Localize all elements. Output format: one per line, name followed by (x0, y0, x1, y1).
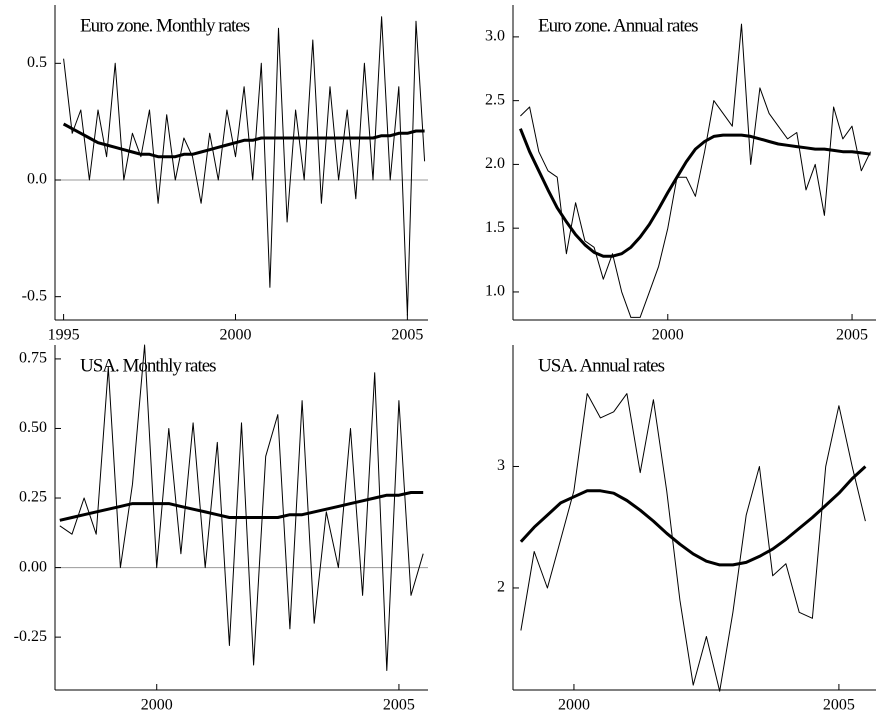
y-tick-label: 0.25 (19, 489, 47, 506)
y-tick-label: 0.00 (19, 558, 47, 575)
y-tick-label: 1.5 (485, 219, 505, 236)
x-tick-label: 2005 (391, 327, 423, 344)
panel-title: Euro zone. Monthly rates (80, 15, 250, 36)
y-tick-label: 0.0 (27, 171, 47, 188)
series-line (519, 465, 867, 567)
y-tick-label: -0.5 (22, 287, 47, 304)
x-tick-label: 2000 (652, 327, 684, 344)
panel-title: USA. Monthly rates (80, 355, 216, 376)
x-tick-label: 2005 (836, 327, 868, 344)
series-line (62, 122, 425, 159)
y-tick-label: -0.25 (14, 628, 47, 645)
x-tick-label: 2000 (141, 697, 173, 714)
series-line (520, 23, 871, 318)
y-tick-label: 2.0 (485, 155, 505, 172)
x-tick-label: 2000 (219, 327, 251, 344)
series-line (520, 393, 866, 692)
series-line (63, 16, 426, 316)
series-line (59, 344, 424, 671)
y-tick-label: 3.0 (485, 28, 505, 45)
series-line (519, 128, 871, 258)
y-tick-label: 0.75 (19, 350, 47, 367)
y-tick-label: 1.0 (485, 283, 505, 300)
x-tick-label: 1995 (48, 327, 80, 344)
panel-title: Euro zone. Annual rates (538, 15, 698, 36)
y-tick-label: 0.50 (19, 419, 47, 436)
y-tick-label: 0.5 (27, 54, 47, 71)
y-tick-label: 3 (497, 457, 505, 474)
x-tick-label: 2005 (823, 697, 855, 714)
y-tick-label: 2.5 (485, 91, 505, 108)
panel-title: USA. Annual rates (538, 355, 665, 376)
y-tick-label: 2 (497, 579, 505, 596)
x-tick-label: 2005 (383, 697, 415, 714)
x-tick-label: 2000 (558, 697, 590, 714)
series-line (59, 491, 424, 522)
